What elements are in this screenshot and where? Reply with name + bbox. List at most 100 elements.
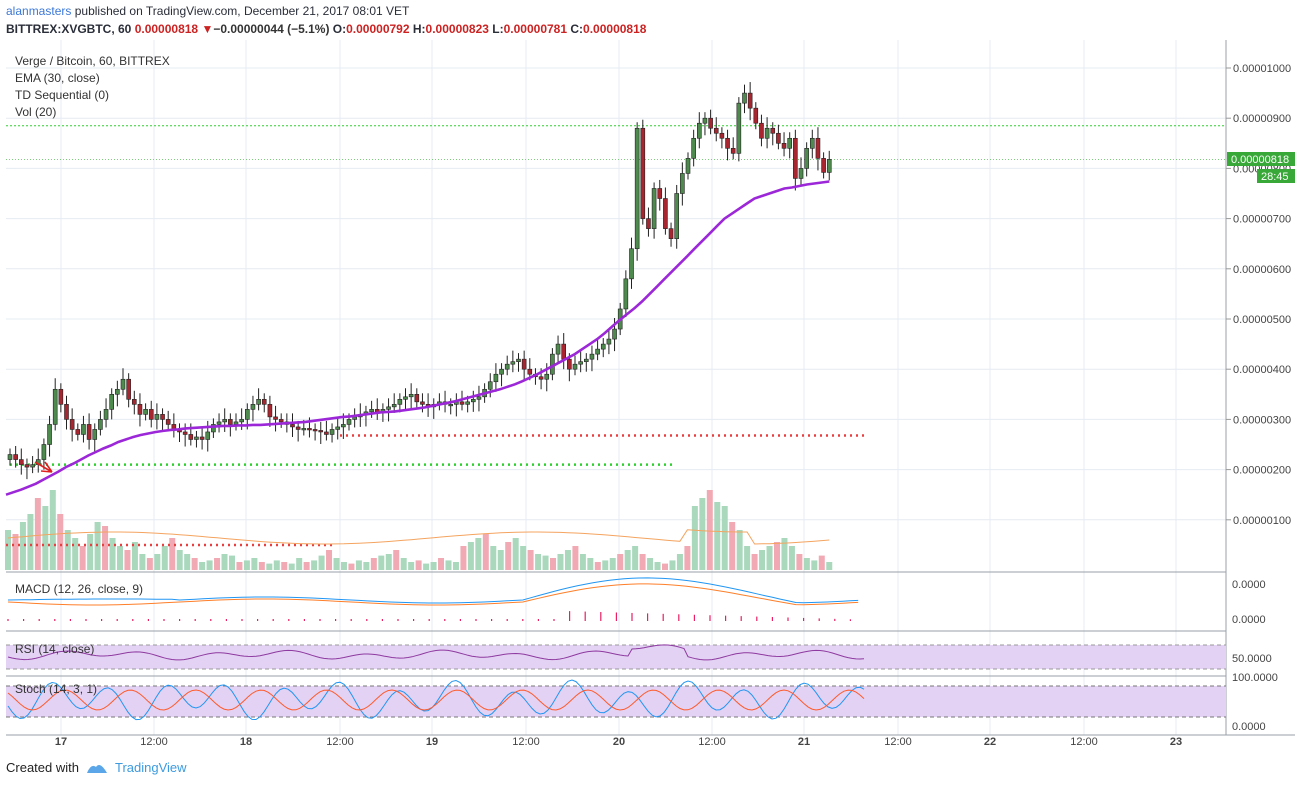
candle <box>132 390 137 415</box>
volume-bar <box>669 560 676 570</box>
candle-body <box>555 343 561 355</box>
price-tick-label: 0.00000100 <box>1233 515 1291 527</box>
candle-body <box>663 198 668 229</box>
time-tick-label: 22 <box>984 736 996 748</box>
publish-line: alanmasters published on TradingView.com… <box>6 4 409 18</box>
candle-body <box>493 373 499 383</box>
legend-ema: EMA (30, close) <box>15 71 100 85</box>
candle <box>629 237 634 289</box>
candle-body <box>273 416 278 420</box>
price-tick-label: 0.00000200 <box>1233 465 1291 477</box>
volume-bar <box>266 563 273 570</box>
candle-body <box>651 188 657 229</box>
current-price: 0.00000818 <box>1231 154 1289 166</box>
candle <box>736 97 742 162</box>
volume-bar <box>706 490 713 570</box>
candle <box>391 393 397 413</box>
price-tick-label: 0.00000700 <box>1233 214 1291 226</box>
ema-line <box>5 180 830 496</box>
candle-body <box>826 159 832 173</box>
candle-body <box>245 409 250 420</box>
candle <box>403 388 408 410</box>
candle-body <box>24 464 30 468</box>
candle <box>487 373 493 398</box>
candle <box>414 388 420 408</box>
tradingview-brand[interactable]: TradingView <box>114 760 187 775</box>
candle <box>352 408 357 428</box>
candle <box>58 383 64 413</box>
candle-body <box>261 399 267 405</box>
volume-bar <box>796 554 803 570</box>
candlesticks <box>7 82 832 480</box>
volume-bar <box>550 558 557 570</box>
candle-body <box>335 426 341 430</box>
candle-body <box>307 428 312 431</box>
candle-body <box>386 406 391 410</box>
candle <box>595 338 600 361</box>
volume-bar <box>251 558 258 570</box>
candle <box>623 270 629 317</box>
volume-bar <box>714 502 721 570</box>
candle-body <box>115 388 120 395</box>
volume-bar <box>281 562 288 570</box>
candle <box>109 388 114 420</box>
time-tick-label: 12:00 <box>512 736 540 748</box>
volume-bar <box>400 558 407 570</box>
candle <box>657 179 663 211</box>
open-value: 0.00000792 <box>346 22 410 36</box>
candle-body <box>753 107 759 124</box>
candle <box>18 448 24 475</box>
candle <box>510 350 516 373</box>
volume-bar <box>199 562 206 570</box>
volume-bar <box>535 554 542 570</box>
candle-body <box>516 358 521 362</box>
volume-bar <box>131 542 138 570</box>
volume-bar <box>42 506 49 570</box>
candle-body <box>691 137 696 159</box>
candle <box>374 398 380 420</box>
candle-body <box>295 426 301 430</box>
candle <box>770 122 776 146</box>
volume-ma-line <box>7 529 830 545</box>
volume-bar <box>378 555 385 570</box>
candle <box>680 162 685 206</box>
volume-bar <box>102 526 109 570</box>
candle <box>81 415 86 443</box>
candle <box>290 413 295 437</box>
candle-body <box>487 381 493 390</box>
time-tick-label: 12:00 <box>326 736 354 748</box>
volume-bar <box>684 546 691 570</box>
time-axis[interactable]: 17 12:00 18 12:00 19 12:00 20 12:00 21 12:00 22 12:… <box>55 736 1182 748</box>
candle-body <box>544 373 550 380</box>
volume-bar <box>751 554 758 570</box>
volume-bar <box>699 498 706 570</box>
price-change: −0.00000044 (−5.1%) <box>213 22 330 36</box>
candle <box>47 415 52 457</box>
volume-bar <box>363 562 370 570</box>
candle-body <box>595 348 600 355</box>
volume-bar <box>326 550 333 570</box>
volume-bar <box>662 563 668 570</box>
volume-bar <box>34 498 41 570</box>
volume-bar <box>393 550 400 570</box>
tradingview-logo-icon <box>86 764 107 773</box>
candle <box>781 132 787 157</box>
candle-body <box>30 464 35 468</box>
candle-body <box>668 228 674 239</box>
candle <box>742 84 747 114</box>
candle-body <box>606 338 612 345</box>
candle-body <box>674 193 680 239</box>
candle <box>499 363 504 387</box>
candle-body <box>341 424 346 428</box>
candle <box>239 408 244 430</box>
candle-body <box>250 404 256 410</box>
candle <box>52 378 58 431</box>
price-axis[interactable]: 0.000010000.000009000.000008000.00000700… <box>1226 63 1291 527</box>
author-name[interactable]: alanmasters <box>6 4 72 18</box>
svg-text:50.0000: 50.0000 <box>1232 653 1272 665</box>
candle <box>222 408 227 432</box>
volume-bar <box>221 554 228 570</box>
legend-vol: Vol (20) <box>15 105 56 119</box>
candle <box>211 418 216 438</box>
